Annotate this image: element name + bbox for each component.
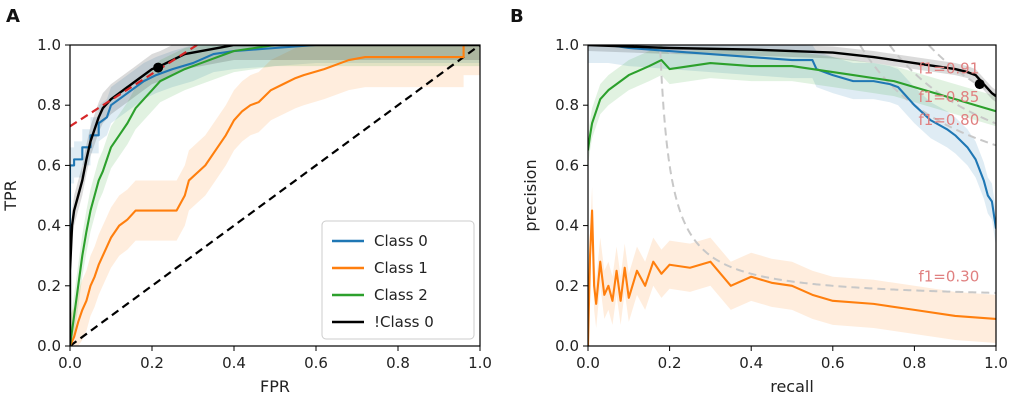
y-tick-label: 0.8 bbox=[37, 96, 61, 114]
iso-f1-label: f1=0.91 bbox=[918, 60, 979, 78]
y-tick-label: 0.0 bbox=[555, 337, 579, 355]
x-axis-label: recall bbox=[770, 377, 814, 396]
series-line-class2 bbox=[70, 45, 480, 346]
x-tick-label: 0.0 bbox=[58, 354, 82, 372]
series-line-notclass0 bbox=[70, 45, 480, 346]
x-tick-label: 0.4 bbox=[222, 354, 246, 372]
x-tick-label: 0.0 bbox=[576, 354, 600, 372]
y-tick-label: 1.0 bbox=[555, 36, 579, 54]
y-tick-label: 0.2 bbox=[555, 277, 579, 295]
series-line-class1 bbox=[70, 45, 480, 346]
y-tick-label: 1.0 bbox=[37, 36, 61, 54]
iso-f1-curve bbox=[888, 45, 996, 125]
iso-f1-label: f1=0.30 bbox=[918, 267, 979, 285]
band-class2-b bbox=[588, 45, 996, 166]
band-class1-b bbox=[588, 186, 996, 346]
x-tick-label: 0.2 bbox=[658, 354, 682, 372]
y-tick-label: 0.6 bbox=[555, 156, 579, 174]
x-tick-label: 1.0 bbox=[468, 354, 492, 372]
axes-frame-b bbox=[587, 44, 997, 347]
panel-letter-b: B bbox=[510, 6, 524, 27]
iso-f1-label: f1=0.80 bbox=[918, 111, 979, 129]
x-tick-label: 1.0 bbox=[984, 354, 1008, 372]
roc-chart: 0.0 0.2 0.4 0.6 0.8 1.0 0.0 0.2 0.4 0.6 0.8 1.0 FPR T… bbox=[1, 36, 492, 396]
legend-label-notclass0: !Class 0 bbox=[374, 313, 434, 331]
series-line-class2 bbox=[588, 58, 996, 151]
legend-label-class1: Class 1 bbox=[374, 259, 428, 277]
iso-f1-curve bbox=[928, 45, 996, 96]
x-tick-label: 0.4 bbox=[739, 354, 763, 372]
iso-f1-curve bbox=[859, 45, 996, 147]
series-line-class1 bbox=[588, 209, 996, 346]
x-tick-label: 0.6 bbox=[304, 354, 328, 372]
legend-label-class2: Class 2 bbox=[374, 286, 428, 304]
iso-f1-curve bbox=[659, 49, 996, 294]
legend-label-class0: Class 0 bbox=[374, 232, 428, 250]
chance-diagonal bbox=[70, 45, 480, 346]
y-tick-label: 0.0 bbox=[37, 337, 61, 355]
legend-box bbox=[321, 220, 475, 340]
series-line-class0 bbox=[70, 45, 480, 346]
operating-point-marker bbox=[974, 79, 985, 90]
y-tick-label: 0.8 bbox=[555, 96, 579, 114]
iso-f1-label: f1=0.85 bbox=[918, 88, 979, 106]
y-axis-label: precision bbox=[521, 159, 540, 231]
panel-letter-a: A bbox=[6, 6, 20, 27]
y-tick-label: 0.6 bbox=[37, 156, 61, 174]
band-class0-b bbox=[588, 45, 996, 247]
y-tick-label: 0.2 bbox=[37, 277, 61, 295]
plot-area-b bbox=[588, 45, 996, 346]
plot-area-a bbox=[70, 45, 480, 346]
x-tick-label: 0.8 bbox=[386, 354, 410, 372]
axes-frame-a bbox=[69, 44, 481, 347]
x-axis-label: FPR bbox=[260, 377, 290, 396]
x-tick-label: 0.2 bbox=[140, 354, 164, 372]
y-tick-label: 0.4 bbox=[555, 217, 579, 235]
y-axis-label: TPR bbox=[1, 180, 20, 212]
series-line-class0 bbox=[588, 45, 996, 229]
y-tick-label: 0.4 bbox=[37, 217, 61, 235]
x-tick-label: 0.8 bbox=[902, 354, 926, 372]
operating-point-marker bbox=[153, 62, 164, 73]
x-tick-label: 0.6 bbox=[821, 354, 845, 372]
legend: Class 0 Class 1 Class 2 !Class 0 bbox=[321, 220, 475, 340]
pr-chart: f1=0.91 f1=0.85 f1=0.80 f1=0.30 0.0 0.2 0.4 0.6… bbox=[521, 36, 1008, 396]
